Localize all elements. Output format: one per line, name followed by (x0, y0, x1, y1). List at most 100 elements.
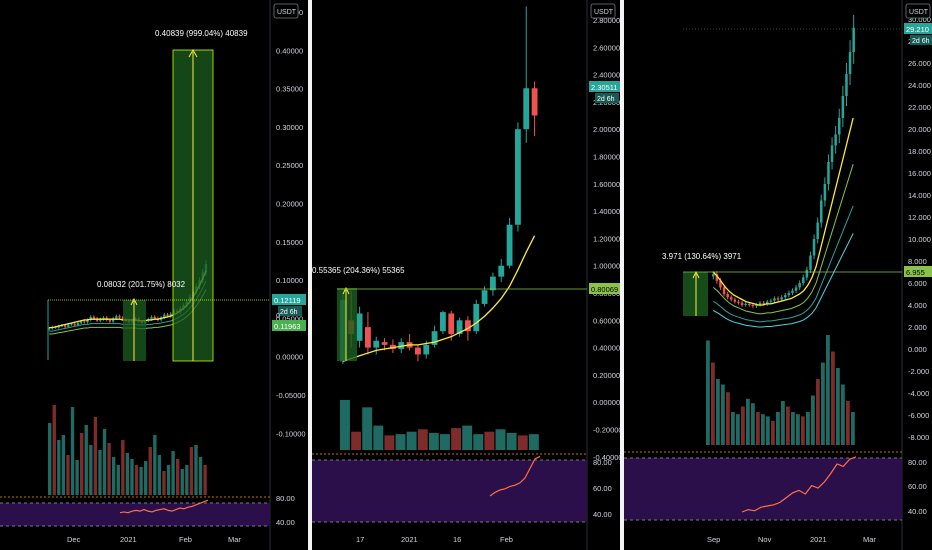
last-price-label (272, 294, 306, 305)
y-tick-label: 1.00000 (593, 262, 620, 271)
y-tick-label: 0.25000 (276, 161, 303, 170)
y-tick-label: 16.000 (908, 169, 931, 178)
volume-bar (189, 447, 194, 495)
candle (99, 319, 102, 321)
y-tick-label: 30.000 (908, 15, 931, 24)
rsi-tick-label: 80.00 (593, 458, 612, 467)
rsi-tick-label: 40.00 (276, 518, 295, 527)
volume-bar (102, 429, 107, 495)
volume-bar (495, 429, 506, 450)
x-tick-label: Dec (67, 535, 81, 544)
y-tick-label: 0.00000 (593, 398, 620, 407)
candle (787, 292, 791, 296)
volume-bar (796, 414, 800, 445)
volume-bar (851, 412, 855, 445)
volume-bar (48, 423, 52, 495)
countdown-text: 2d 6h (597, 96, 615, 103)
panel-divider (308, 0, 312, 550)
candle (473, 303, 480, 332)
volume-bar (384, 435, 395, 450)
volume-bar (112, 457, 116, 495)
volume-bar (451, 428, 462, 450)
y-tick-label: 18.000 (908, 147, 931, 156)
chart-panel-2[interactable]: 0.55365 (204.36%) 55365 2.80000 2.60000 2.4… (312, 0, 620, 550)
volume-bar (736, 414, 740, 445)
y-tick-label: 6.000 (908, 279, 927, 288)
volume-bar (80, 433, 84, 495)
volume-bar (107, 443, 111, 495)
rsi-line (489, 455, 541, 497)
currency-badge[interactable] (905, 3, 931, 19)
volume-bar (116, 465, 120, 495)
y-tick-label: 10.000 (908, 235, 931, 244)
candle (523, 88, 530, 130)
candle (465, 320, 471, 332)
y-tick-label: 2.00000 (593, 125, 620, 134)
candle (365, 327, 371, 348)
y-tick-label: 20.000 (908, 125, 931, 134)
y-tick-label: 2.000 (908, 323, 927, 332)
volume-bar (75, 460, 79, 495)
volume-bar (517, 435, 528, 450)
volume-bar (176, 459, 180, 495)
y-tick-label: 2.60000 (593, 43, 620, 52)
panel-divider (620, 0, 624, 550)
y-tick-label: -0.40000 (593, 453, 620, 462)
candle (481, 290, 488, 304)
y-tick-label: 1.80000 (593, 153, 620, 162)
y-tick-label: 0.15000 (276, 238, 303, 247)
candle (381, 342, 388, 345)
moving-average-line (342, 235, 536, 362)
rsi-band (0, 503, 270, 526)
chart-panel-3[interactable]: 3.971 (130.64%) 397130.00028.00026.00024… (624, 0, 932, 550)
candle (108, 319, 112, 322)
y-tick-label: 2.80000 (593, 16, 620, 25)
volume-bar (162, 471, 166, 495)
countdown-label (278, 306, 302, 316)
chart-panel-1[interactable]: 0.40839 (999.04%) 40839 0.08032 (201.75%)… (0, 0, 308, 550)
x-tick-label: 2021 (401, 535, 418, 544)
candle (57, 326, 60, 328)
y-tick-label: 24.000 (908, 81, 931, 90)
y-tick-label: 0.10000 (276, 276, 303, 285)
y-tick-label: 4.000 (908, 301, 927, 310)
volume-bar (473, 434, 484, 450)
candle (823, 184, 827, 201)
volume-bar (846, 401, 850, 445)
currency-badge[interactable] (590, 3, 616, 19)
rsi-line (741, 456, 857, 513)
candle (163, 314, 166, 318)
y-tick-label: 0.05000 (276, 314, 303, 323)
countdown-label (595, 93, 619, 103)
x-tick-label: Feb (179, 535, 192, 544)
x-tick-label: Sep (707, 535, 720, 544)
candle (356, 313, 363, 341)
volume-bar (130, 459, 134, 495)
candle (456, 320, 463, 334)
volume-bar (157, 455, 162, 495)
candle (751, 305, 755, 307)
y-tick-label: 26.000 (908, 59, 931, 68)
level-price-text: 6.955 (906, 268, 925, 277)
y-tick-label: 1.60000 (593, 180, 620, 189)
candle (780, 297, 783, 300)
measure-box[interactable] (337, 288, 357, 361)
rsi-tick-label: 40.00 (908, 507, 927, 516)
candle (490, 276, 496, 291)
rsi-band (312, 460, 587, 522)
chart-svg: 3.971 (130.64%) 397130.00028.00026.00024… (624, 0, 932, 550)
candle (169, 313, 172, 317)
candle (852, 27, 855, 52)
volume-bar (134, 465, 139, 495)
volume-bar (52, 405, 56, 495)
currency-badge[interactable] (273, 3, 299, 19)
volume-bar (373, 425, 384, 450)
candle (166, 314, 169, 317)
rsi-line (119, 499, 209, 514)
volume-bar (726, 392, 730, 445)
y-tick-label: 14.000 (908, 191, 931, 200)
candle (722, 287, 726, 294)
last-price-text: 2.30511 (591, 83, 618, 92)
countdown-label (910, 35, 932, 45)
candle (70, 323, 73, 325)
